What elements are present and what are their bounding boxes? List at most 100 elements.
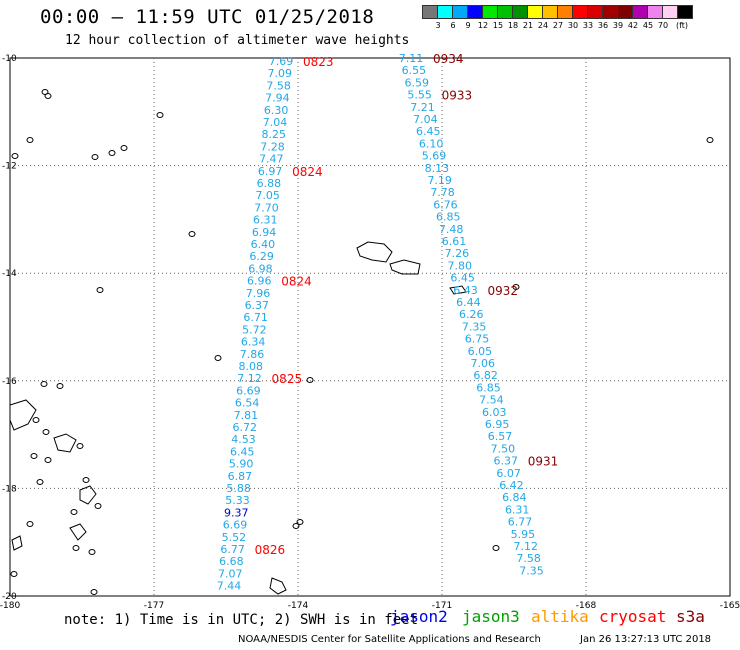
pass-time-label: 0934 [433, 52, 464, 66]
wave-height-value: 6.34 [241, 336, 266, 349]
scale-label: 6 [450, 21, 456, 30]
island-outline [69, 523, 87, 541]
wave-height-value: 7.80 [448, 259, 473, 272]
wave-height-value: 6.42 [499, 479, 524, 492]
wave-height-value: 7.28 [260, 140, 285, 153]
pass-time-label: 0824 [281, 275, 312, 289]
island-outline [108, 150, 116, 156]
legend-jason2: jason2 [390, 607, 448, 626]
legend-cryosat: cryosat [599, 607, 667, 626]
wave-height-value: 5.33 [225, 494, 250, 507]
scale-label: (ft) [675, 21, 689, 30]
wave-height-value: 7.09 [268, 67, 293, 80]
wave-height-value: 6.30 [264, 104, 289, 117]
footer-note: note: 1) Time is in UTC; 2) SWH is in fe… [64, 612, 419, 628]
island-outline [79, 485, 97, 505]
wave-height-value: 7.50 [491, 442, 516, 455]
latitude-tick-label: -12 [2, 162, 17, 172]
island-outline [90, 589, 98, 595]
color-scale-labels: 3 6 9 12 15 18 21 24 27 30 33 36 39 42 45 70 (ft) [423, 19, 693, 31]
wave-height-value: 7.35 [462, 320, 487, 333]
island-outline [512, 284, 520, 290]
wave-height-value: 6.10 [419, 137, 444, 150]
scale-label: 15 [492, 21, 504, 30]
wave-height-value: 5.52 [222, 531, 247, 544]
pass-time-label: 0932 [488, 284, 519, 298]
island-outline [41, 89, 49, 95]
scale-label: 12 [477, 21, 489, 30]
longitude-tick-label: -165 [720, 601, 740, 611]
wave-height-value: 6.85 [436, 211, 461, 224]
wave-height-color-scale: 3 6 9 12 15 18 21 24 27 30 33 36 39 42 45 70 (ft) [422, 5, 693, 31]
wave-height-value: 6.69 [236, 384, 261, 397]
scale-label: 18 [507, 21, 519, 30]
wave-height-value: 6.07 [496, 467, 521, 480]
scale-label: 70 [657, 21, 669, 30]
island-outline [706, 137, 714, 143]
wave-height-value: 6.76 [433, 198, 458, 211]
island-outline [188, 231, 196, 237]
wave-height-value: 6.95 [485, 418, 510, 431]
generated-timestamp: Jan 26 13:27:13 UTC 2018 [580, 634, 712, 645]
island-outline [94, 503, 102, 509]
latitude-tick-label: -20 [2, 592, 17, 602]
wave-height-value: 5.88 [226, 482, 251, 495]
scale-label: 27 [552, 21, 564, 30]
wave-height-value: 7.05 [255, 189, 280, 202]
wave-height-value: 6.31 [505, 503, 530, 516]
island-outline [11, 153, 19, 159]
island-outline [91, 154, 99, 160]
pass-time-label: 0825 [272, 372, 303, 386]
wave-height-value: 7.69 [269, 55, 294, 68]
longitude-tick-label: -177 [144, 601, 164, 611]
wave-height-value: 5.95 [511, 528, 536, 541]
wave-height-value: 9.37 [224, 506, 249, 519]
latitude-tick-label: -16 [2, 377, 17, 387]
wave-height-value: 7.21 [410, 101, 435, 114]
scale-swatch [677, 5, 693, 19]
island-outline [42, 429, 50, 435]
wave-height-value: 6.97 [258, 165, 283, 178]
pass-time-label: 0824 [292, 165, 323, 179]
scale-label: 3 [435, 21, 441, 30]
island-outline [26, 137, 34, 143]
pass-time-label: 0933 [442, 89, 473, 103]
wave-height-value: 7.47 [259, 153, 284, 166]
island-outline [11, 535, 23, 551]
wave-height-value: 6.31 [253, 214, 278, 227]
island-outline [96, 287, 104, 293]
island-outline [492, 545, 500, 551]
wave-height-value: 6.77 [508, 516, 533, 529]
wave-height-value: 8.25 [261, 128, 286, 141]
scale-label: 24 [537, 21, 549, 30]
legend-s3a: s3a [676, 607, 705, 626]
wave-height-value: 7.70 [254, 201, 279, 214]
wave-height-value: 7.58 [516, 552, 541, 565]
wave-height-value: 7.78 [430, 186, 455, 199]
scale-label: 36 [597, 21, 609, 30]
wave-height-value: 5.90 [229, 458, 254, 471]
island-outline [88, 549, 96, 555]
longitude-tick-label: -171 [432, 601, 452, 611]
latitude-tick-label: -14 [2, 269, 17, 279]
wave-height-value: 6.03 [482, 406, 507, 419]
longitude-tick-label: -174 [288, 601, 309, 611]
island-outline [53, 433, 77, 453]
island-outline [356, 241, 393, 263]
wave-height-value: 6.57 [488, 430, 513, 443]
wave-height-value: 6.85 [476, 381, 501, 394]
wave-height-value: 7.12 [514, 540, 539, 553]
wave-height-value: 6.29 [249, 250, 274, 263]
scale-label: 39 [612, 21, 624, 30]
scale-label: 33 [582, 21, 594, 30]
wave-height-value: 6.84 [502, 491, 527, 504]
wave-height-value: 6.05 [468, 345, 493, 358]
map-subtitle: 12 hour collection of altimeter wave hei… [65, 33, 410, 48]
wave-height-value: 6.37 [493, 455, 518, 468]
wave-height-value: 6.54 [235, 397, 260, 410]
wave-height-value: 7.54 [479, 394, 504, 407]
wave-height-value: 6.55 [402, 64, 427, 77]
wave-height-value: 6.94 [252, 226, 277, 239]
scale-label: 42 [627, 21, 639, 30]
